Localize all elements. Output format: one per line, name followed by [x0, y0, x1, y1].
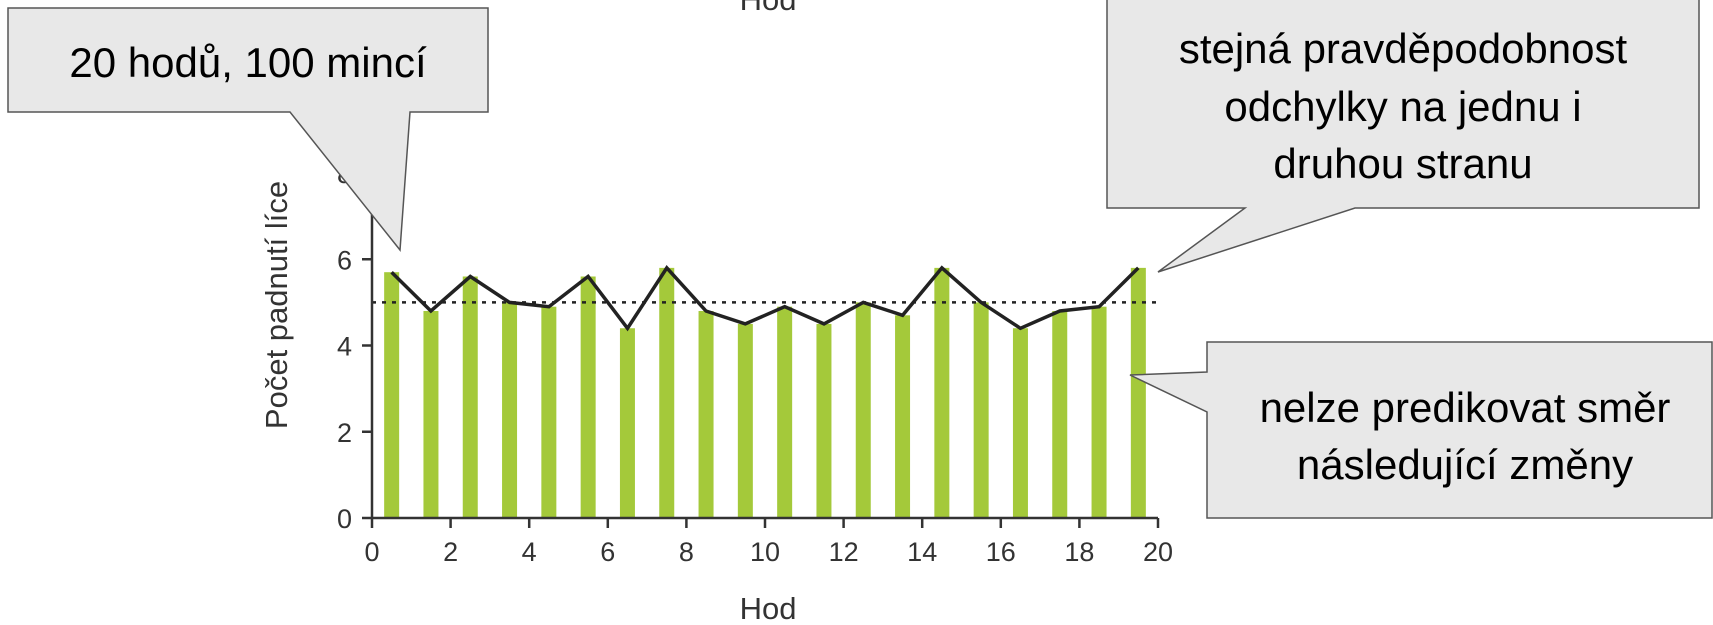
- bar-11: [777, 306, 793, 518]
- bar-8: [659, 267, 675, 518]
- bar-9: [698, 311, 714, 518]
- bar-14: [895, 315, 911, 518]
- bar-13: [855, 302, 871, 518]
- callout-top-right: stejná pravděpodobnost odchylky na jednu…: [1106, 0, 1700, 273]
- x-tick-label-10: 10: [750, 537, 780, 567]
- bar-10: [737, 323, 753, 518]
- bar-18: [1052, 311, 1068, 518]
- x-axis-title: Hod: [740, 591, 797, 625]
- bar-7: [619, 328, 635, 518]
- top-axis-title: Hod: [740, 0, 797, 17]
- bar-12: [816, 323, 832, 518]
- x-tick-label-14: 14: [907, 537, 937, 567]
- callout-left-shape: [7, 7, 489, 252]
- x-tick-label-0: 0: [364, 537, 379, 567]
- bar-4: [502, 302, 518, 518]
- callout-top-right-shape: [1106, 0, 1700, 273]
- callout-bottom-right-line-2: následující změny: [1297, 441, 1633, 488]
- axes-group: 0 2 4 6 8 10 12 14 16 18 20 0 2 4 6 8: [337, 159, 1173, 567]
- bar-2: [423, 311, 439, 518]
- callout-left: 20 hodů, 100 mincí: [7, 7, 489, 252]
- x-tick-label-2: 2: [443, 537, 458, 567]
- series-line: [390, 265, 1140, 332]
- bars-group: [384, 267, 1146, 518]
- y-tick-label-4: 4: [337, 332, 352, 362]
- x-tick-label-12: 12: [829, 537, 859, 567]
- bar-19: [1091, 306, 1107, 518]
- x-tick-label-8: 8: [679, 537, 694, 567]
- callout-top-right-line-1: stejná pravděpodobnost: [1179, 25, 1628, 72]
- callout-top-right-line-3: druhou stranu: [1273, 140, 1532, 187]
- y-tick-label-2: 2: [337, 418, 352, 448]
- bar-3: [462, 276, 478, 518]
- bar-15: [934, 267, 950, 518]
- y-tick-label-6: 6: [337, 245, 352, 275]
- bar-16: [973, 302, 989, 518]
- callout-bottom-right-shape: [1129, 341, 1713, 519]
- bar-20: [1130, 267, 1146, 518]
- y-axis-title: Počet padnutí líce: [259, 181, 294, 429]
- bar-17: [1012, 328, 1028, 518]
- x-ticks: 0 2 4 6 8 10 12 14 16 18 20: [364, 518, 1173, 567]
- bar-5: [541, 306, 557, 518]
- bar-1: [384, 272, 400, 518]
- x-tick-label-18: 18: [1064, 537, 1094, 567]
- callout-top-right-line-2: odchylky na jednu i: [1224, 83, 1581, 130]
- callout-bottom-right: nelze predikovat směr následující změny: [1129, 341, 1713, 519]
- x-tick-label-16: 16: [986, 537, 1016, 567]
- x-tick-label-6: 6: [600, 537, 615, 567]
- callout-left-line-1: 20 hodů, 100 mincí: [69, 39, 427, 86]
- y-tick-label-0: 0: [337, 504, 352, 534]
- bar-6: [580, 276, 596, 518]
- x-tick-label-20: 20: [1143, 537, 1173, 567]
- x-tick-label-4: 4: [522, 537, 537, 567]
- callout-bottom-right-line-1: nelze predikovat směr: [1260, 384, 1671, 431]
